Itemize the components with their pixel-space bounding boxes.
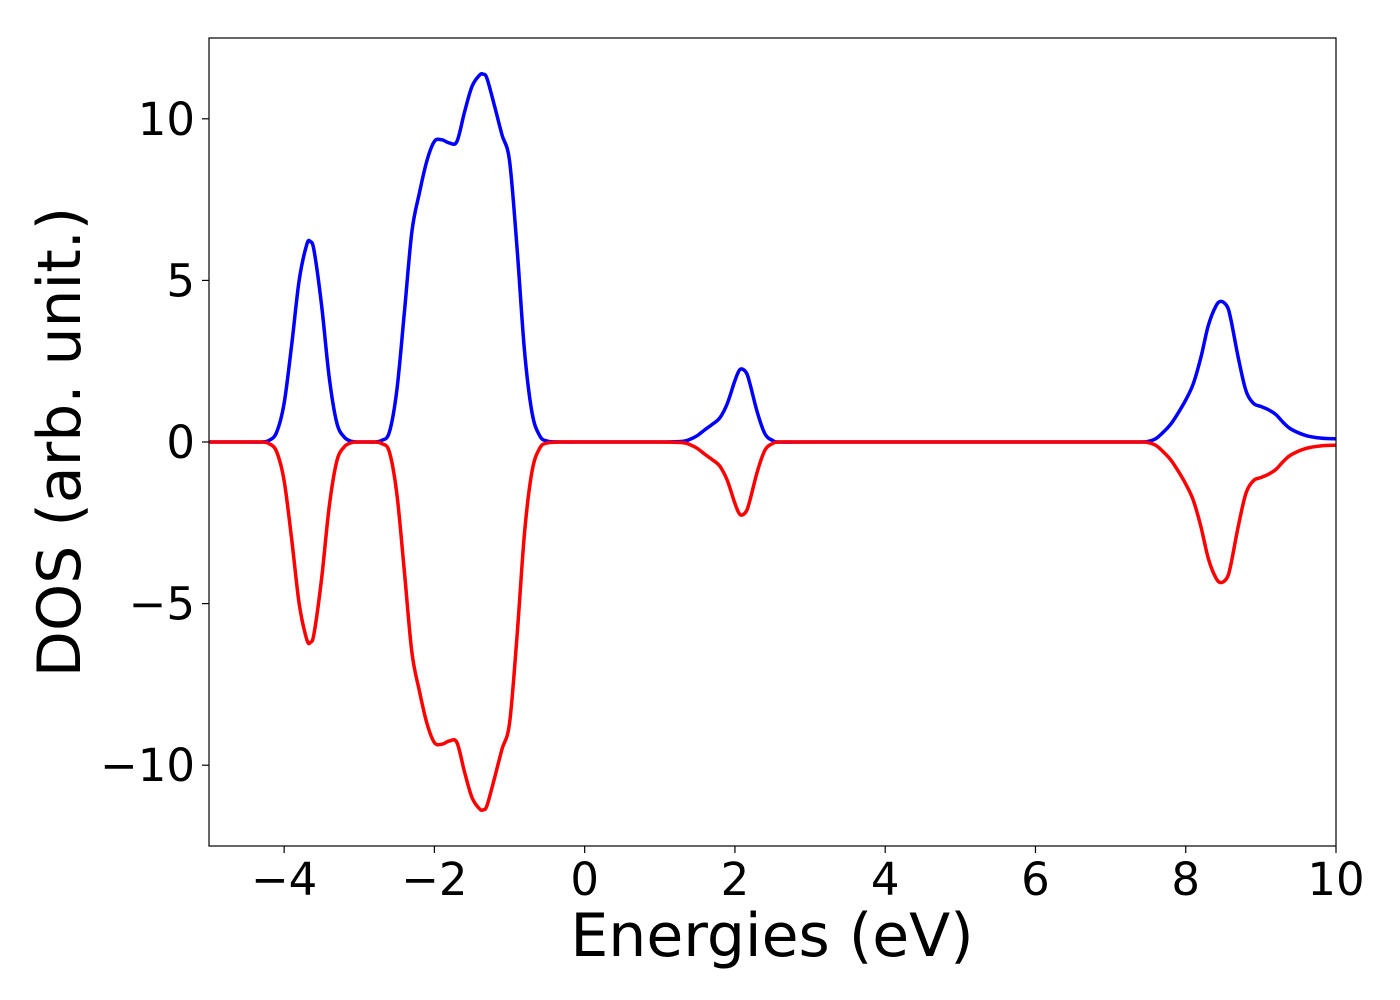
y-tick-label: −10 [100, 739, 195, 792]
y-tick-label: 5 [166, 254, 195, 307]
x-tick-label: 0 [570, 853, 599, 906]
x-axis: −4 −2 0 2 4 6 8 10 [251, 846, 1365, 906]
y-tick-label: −5 [129, 578, 195, 631]
series-line-1 [209, 440, 1336, 813]
x-axis-label: Energies (eV) [570, 901, 973, 971]
x-tick-label: −4 [251, 853, 317, 906]
x-tick-label: 2 [721, 853, 750, 906]
x-tick-label: −2 [401, 853, 467, 906]
y-axis: −10 −5 0 5 10 [100, 93, 209, 792]
x-tick-label: 6 [1021, 853, 1050, 906]
y-tick-label: 0 [166, 416, 195, 469]
x-tick-label: 4 [871, 853, 900, 906]
x-tick-label: 8 [1171, 853, 1200, 906]
y-axis-label: DOS (arb. unit.) [25, 207, 95, 677]
series-layer [209, 71, 1336, 813]
y-tick-label: 10 [138, 93, 195, 146]
x-tick-label: 10 [1307, 853, 1364, 906]
